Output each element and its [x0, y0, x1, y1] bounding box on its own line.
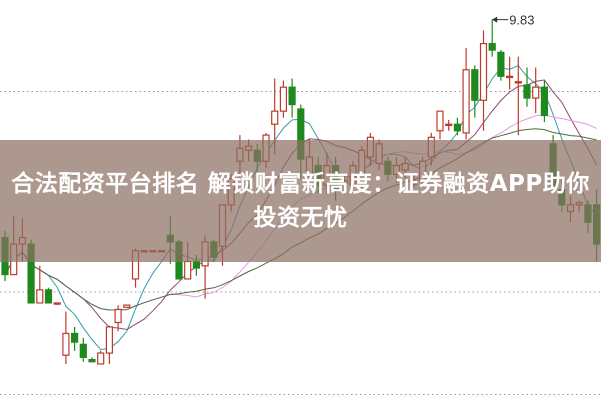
candle-body [53, 302, 61, 305]
candle-body [540, 86, 549, 117]
candle-body [192, 260, 200, 269]
candle-body [36, 289, 44, 304]
candle [488, 19, 496, 57]
candle [479, 30, 488, 131]
candle [36, 265, 44, 304]
candle-body [479, 42, 488, 101]
max-price-label: 9.83 [509, 13, 534, 28]
candle [453, 117, 461, 136]
candle-body [62, 332, 70, 356]
candle [62, 311, 70, 364]
candle-body [532, 86, 540, 99]
candle-body [506, 75, 514, 79]
candle-body [105, 326, 114, 354]
candle-body [471, 69, 479, 101]
candle [88, 357, 96, 363]
banner-title: 合法配资平台排名 解锁财富新高度：证券融资APP助你投资无忧 [11, 171, 590, 231]
candle [79, 337, 87, 362]
candle-body [497, 51, 505, 77]
candle [114, 305, 122, 332]
candle [44, 287, 53, 304]
candle-body [123, 304, 131, 308]
candle [514, 56, 522, 136]
candle [288, 78, 296, 118]
title-banner: 合法配资平台排名 解锁财富新高度：证券融资APP助你投资无忧 [0, 140, 601, 262]
candle [279, 80, 287, 118]
candle-body [97, 352, 105, 365]
candle [471, 65, 479, 118]
candle-body [79, 343, 87, 359]
candle-body [114, 308, 122, 324]
candle [436, 110, 444, 140]
candle [53, 302, 61, 306]
candle [523, 67, 531, 107]
candle [462, 47, 470, 140]
candle-body [279, 86, 287, 112]
candle-body [462, 69, 470, 134]
candle-body [70, 332, 79, 343]
candle [105, 325, 114, 364]
candle [123, 304, 131, 308]
candle [70, 326, 79, 351]
candle-body [436, 110, 444, 132]
candle [532, 67, 540, 114]
candle-body [514, 81, 522, 84]
candle-body [445, 123, 453, 127]
candle-body [271, 110, 279, 125]
candle [540, 80, 549, 123]
candle-body [523, 84, 531, 99]
candle [445, 119, 453, 131]
candle-body [184, 260, 192, 280]
candle-body [453, 123, 461, 132]
candle-body [488, 42, 496, 51]
candle-body [88, 358, 96, 363]
candle [497, 50, 505, 81]
candle [97, 350, 105, 365]
annotation-arrow-icon [492, 16, 498, 23]
candle-body [288, 86, 296, 106]
candle [506, 56, 514, 90]
candle-body [44, 289, 53, 304]
